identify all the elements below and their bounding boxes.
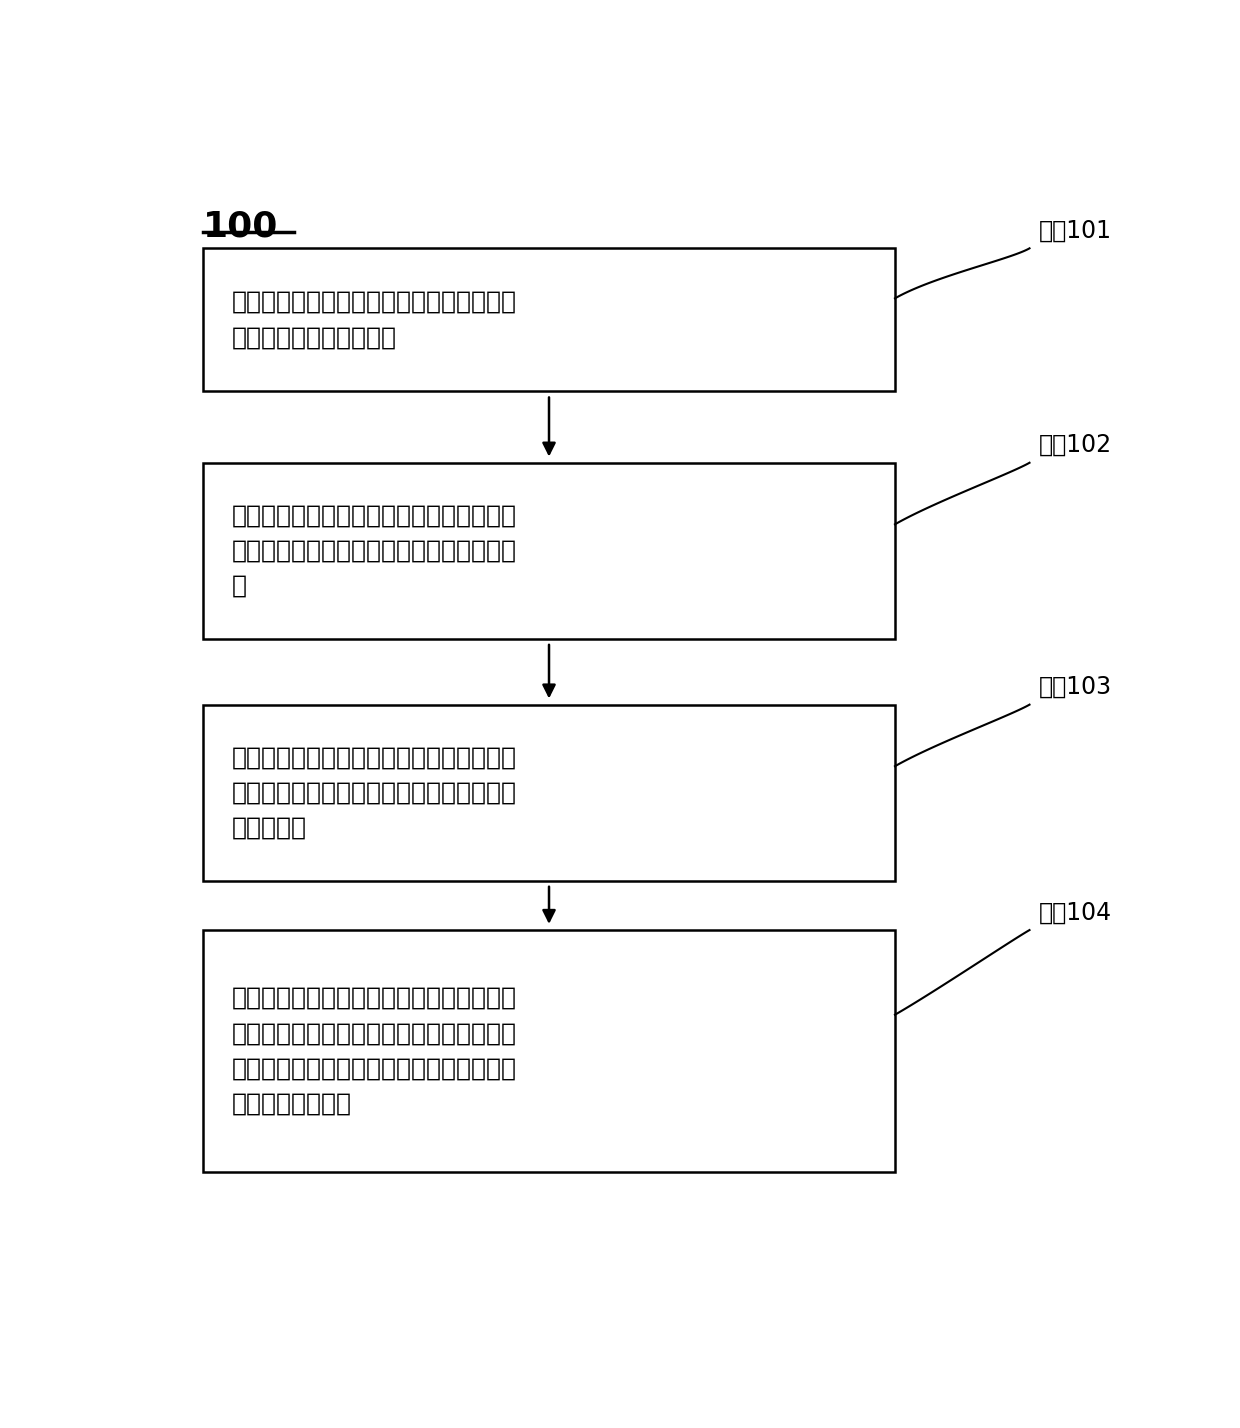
Text: 对非全向的阵列天线接收的多路信号执行预
处理，得到信号相位序列: 对非全向的阵列天线接收的多路信号执行预 处理，得到信号相位序列	[232, 290, 517, 350]
Text: 100: 100	[203, 210, 279, 244]
FancyArrowPatch shape	[543, 397, 554, 454]
FancyArrowPatch shape	[543, 645, 554, 695]
Text: 步骤104: 步骤104	[1039, 901, 1112, 924]
Bar	[203, 463, 895, 638]
Text: 步骤101: 步骤101	[1039, 218, 1112, 243]
Text: 对信号相位序列执行相位补偿，获得多个候
选到达角的每个候选到达角对应的已补偿序
列: 对信号相位序列执行相位补偿，获得多个候 选到达角的每个候选到达角对应的已补偿序 …	[232, 503, 517, 598]
FancyArrowPatch shape	[543, 887, 554, 921]
Bar	[203, 704, 895, 881]
Bar	[203, 248, 895, 391]
Bar	[203, 930, 895, 1172]
Text: 根据每个候选到达角对应的已补偿序列执行
相位差分运算，获取每个候选到达角对应的
相位差序列: 根据每个候选到达角对应的已补偿序列执行 相位差分运算，获取每个候选到达角对应的 …	[232, 745, 517, 840]
Text: 步骤103: 步骤103	[1039, 675, 1112, 700]
Text: 步骤102: 步骤102	[1039, 433, 1112, 457]
Text: 根据每个候选到达角对应的相位差序列的绝
对值并结合所述阵列天线的天线方向图进行
加权求和，根据求和结果从多个候选到达角
中估计信号到达角: 根据每个候选到达角对应的相位差序列的绝 对值并结合所述阵列天线的天线方向图进行 …	[232, 985, 517, 1117]
